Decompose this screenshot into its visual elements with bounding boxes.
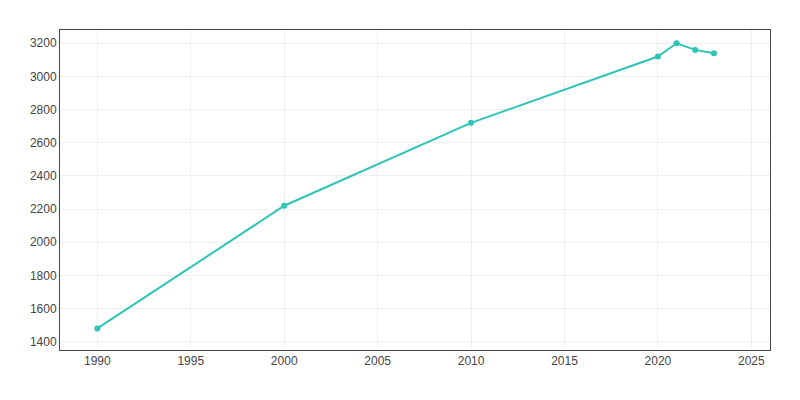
svg-text:2005: 2005: [364, 354, 391, 368]
svg-text:1800: 1800: [30, 269, 57, 283]
svg-text:3200: 3200: [30, 36, 57, 50]
svg-text:1995: 1995: [177, 354, 204, 368]
svg-text:2800: 2800: [30, 103, 57, 117]
svg-text:2020: 2020: [645, 354, 672, 368]
svg-text:1990: 1990: [84, 354, 111, 368]
svg-text:2000: 2000: [271, 354, 298, 368]
svg-text:3000: 3000: [30, 70, 57, 84]
svg-text:1600: 1600: [30, 302, 57, 316]
svg-text:2000: 2000: [30, 235, 57, 249]
svg-text:2400: 2400: [30, 169, 57, 183]
svg-text:2025: 2025: [738, 354, 765, 368]
svg-text:2200: 2200: [30, 202, 57, 216]
svg-text:2015: 2015: [551, 354, 578, 368]
svg-text:2010: 2010: [458, 354, 485, 368]
svg-text:2600: 2600: [30, 136, 57, 150]
svg-text:1400: 1400: [30, 335, 57, 349]
